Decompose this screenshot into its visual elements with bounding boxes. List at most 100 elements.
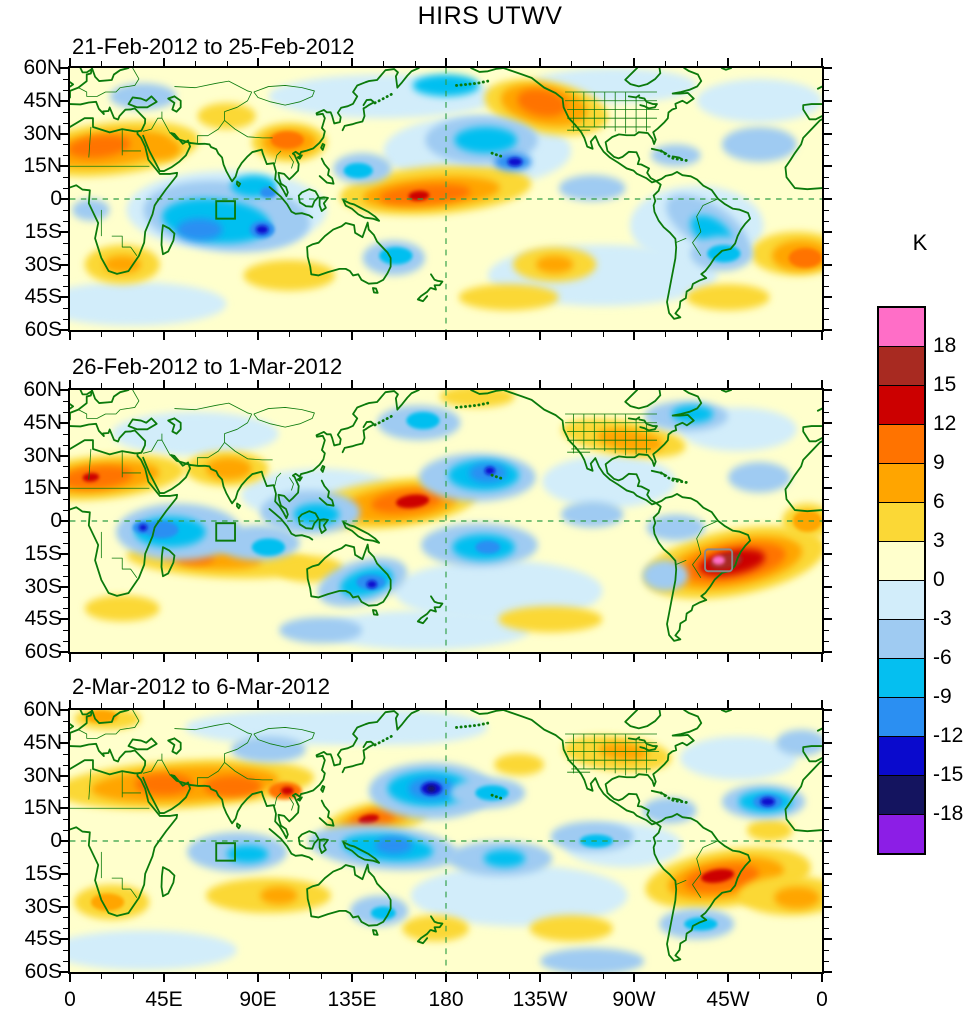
lon-tick [821, 332, 823, 340]
colorbar-cell-purple [879, 814, 924, 853]
lon-tick [163, 974, 165, 982]
lat-tick [60, 971, 68, 973]
y-axis-label: 15N [23, 476, 62, 500]
island-chains [373, 721, 690, 805]
lon-tick [101, 703, 102, 708]
colorbar-cell-navy [879, 775, 924, 814]
colorbar-tick-label: -3 [933, 607, 952, 630]
lon-tick [727, 58, 729, 66]
lat-tick [824, 401, 829, 402]
lat-tick [60, 938, 68, 940]
lon-tick [697, 61, 698, 66]
figure-title: HIRS UTWV [417, 2, 563, 30]
lon-tick [697, 383, 698, 388]
lat-tick [60, 455, 68, 457]
x-axis-label: 90E [239, 988, 277, 1011]
colorbar-cell-pale_blue [879, 580, 924, 619]
lat-tick [824, 243, 829, 244]
lat-tick [824, 618, 832, 620]
lat-tick [63, 319, 68, 320]
lat-tick [60, 775, 68, 777]
gridlines [70, 68, 822, 330]
lat-tick [824, 852, 829, 853]
lon-tick [101, 61, 102, 66]
lon-tick [571, 654, 572, 659]
lat-tick [63, 188, 68, 189]
coastlines [70, 68, 822, 320]
x-axis-label: 45E [145, 988, 183, 1011]
lat-tick [63, 819, 68, 820]
y-axis-label: 45N [23, 410, 62, 434]
lon-tick [415, 383, 416, 388]
lat-tick [824, 754, 829, 755]
coastlines [70, 390, 822, 642]
lat-tick [824, 906, 832, 908]
lon-tick [633, 700, 635, 708]
lon-tick [133, 332, 134, 337]
colorbar-tick-label: 18 [933, 334, 957, 357]
lon-tick [697, 654, 698, 659]
lon-tick [101, 654, 102, 659]
y-axis-label: 0 [50, 509, 62, 532]
x-axis-label: 0 [64, 988, 76, 1011]
lat-tick [824, 308, 829, 309]
colorbar-cell-dark_blue [879, 736, 924, 775]
lat-tick [824, 487, 832, 489]
lon-tick [321, 654, 322, 659]
colorbar-cell-cream [879, 541, 924, 580]
lat-tick [824, 198, 832, 200]
lon-tick [195, 654, 196, 659]
map-panel-3 [68, 708, 824, 974]
map-panel-1 [68, 66, 824, 332]
lat-tick [824, 155, 829, 156]
lat-tick [824, 165, 832, 167]
lat-tick [824, 177, 829, 178]
lon-tick [415, 61, 416, 66]
lat-tick [824, 917, 829, 918]
lat-tick [63, 765, 68, 766]
lat-tick [63, 597, 68, 598]
lat-tick [824, 786, 829, 787]
lon-tick [257, 654, 259, 662]
lat-tick [63, 254, 68, 255]
lon-tick [227, 61, 228, 66]
lat-tick [60, 709, 68, 711]
lat-tick [63, 885, 68, 886]
lat-tick [824, 896, 829, 897]
colorbar-tick-label: 3 [933, 529, 945, 552]
lon-tick [477, 61, 478, 66]
lat-tick [824, 819, 829, 820]
lat-tick [63, 852, 68, 853]
colorbar-tick-label: 9 [933, 451, 945, 474]
lat-tick [63, 532, 68, 533]
lat-tick [824, 608, 829, 609]
y-axis-label: 45N [23, 88, 62, 112]
lat-tick [824, 543, 829, 544]
lat-tick [824, 520, 832, 522]
lat-tick [824, 67, 832, 69]
lon-tick [791, 332, 792, 337]
lon-tick [665, 974, 666, 979]
lon-tick [351, 58, 353, 66]
y-axis-label: 60N [23, 698, 62, 721]
lon-tick [351, 332, 353, 340]
panel-3-title: 2-Mar-2012 to 6-Mar-2012 [72, 674, 331, 699]
lon-tick [445, 58, 447, 66]
lat-tick [824, 422, 832, 424]
lon-tick [227, 974, 228, 979]
lat-tick [824, 275, 829, 276]
x-axis-label: 90W [612, 988, 656, 1011]
y-axis-label: 30N [23, 443, 62, 467]
lon-tick [227, 703, 228, 708]
lat-tick [60, 840, 68, 842]
gridlines [70, 710, 822, 972]
lat-tick [63, 641, 68, 642]
lon-tick [163, 380, 165, 388]
lon-tick [477, 974, 478, 979]
lat-tick [63, 477, 68, 478]
lon-tick [101, 974, 102, 979]
lon-tick [727, 974, 729, 982]
colorbar-tick-label: -12 [933, 724, 964, 747]
colorbar-cell-med_blue [879, 697, 924, 736]
